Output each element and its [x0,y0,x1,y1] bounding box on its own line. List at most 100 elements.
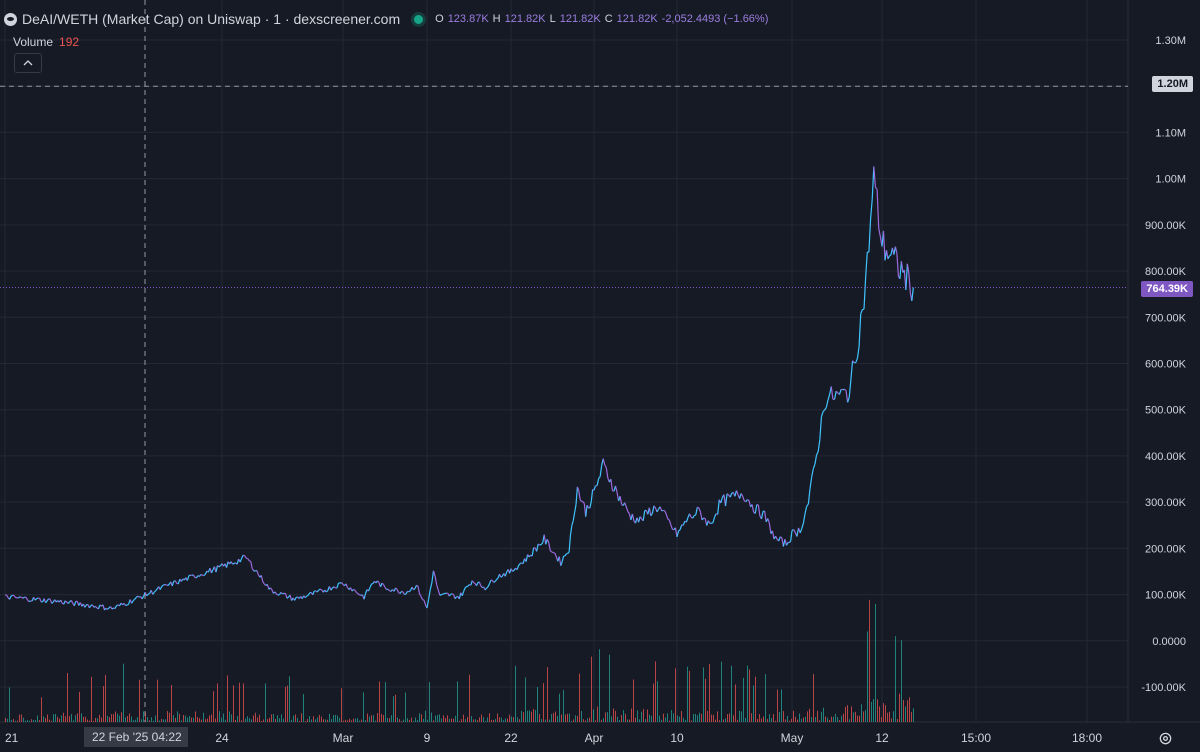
volume-bar [863,711,864,722]
volume-bar [295,714,296,722]
price-segment [564,553,567,557]
volume-bar [189,715,190,722]
price-segment [247,558,250,562]
price-segment [862,308,865,311]
volume-bar [291,719,292,722]
price-segment [842,388,845,391]
price-segment [712,516,716,523]
price-segment [377,580,380,583]
volume-bar [341,688,342,722]
volume-bar [889,711,890,722]
volume-bar [143,711,144,722]
price-segment [627,511,630,514]
volume-bar [913,708,914,722]
volume-bar [647,709,648,722]
price-segment [384,586,387,590]
volume-bar [699,712,700,722]
volume-bar [297,718,298,722]
price-segment [651,505,655,514]
price-segment [724,493,728,507]
gear-icon[interactable] [1158,731,1173,746]
price-segment [405,590,409,595]
volume-bar [793,710,794,722]
y-tick-label: 1.00M [1155,174,1186,186]
volume-bar [11,719,12,722]
volume-bar [223,713,224,722]
volume-bar [385,682,386,722]
volume-bar [587,718,588,722]
price-segment [423,599,427,606]
volume-bar [639,719,640,722]
price-segment [518,563,521,566]
volume-bar [139,679,140,722]
price-segment [210,569,214,574]
price-segment [312,590,315,596]
price-segment [70,600,74,604]
volume-bar [371,715,372,722]
volume-bar [887,712,888,722]
volume-bar [555,711,556,722]
price-segment [896,253,900,277]
price-segment [135,595,139,599]
y-tick-label: 400.00K [1145,451,1187,463]
volume-bar [39,720,40,722]
volume-bar [897,719,898,722]
price-segment [458,592,462,599]
volume-bar [603,717,604,722]
price-segment [478,581,482,587]
volume-bar [453,718,454,722]
volume-bar [117,713,118,722]
y-tick-label: 700.00K [1145,312,1187,324]
volume-bar [67,672,68,722]
volume-bar [279,718,280,722]
volume-bar [259,714,260,722]
x-tick-label: May [781,731,804,745]
price-segment [167,583,170,587]
price-segment [486,586,489,589]
price-segment [451,593,454,595]
volume-bar [381,713,382,722]
price-segment [704,518,708,526]
volume-bar [871,701,872,722]
price-segment [539,543,542,546]
price-segment [320,588,323,591]
price-segment [357,593,360,596]
volume-bar [599,649,600,722]
price-segment [553,551,555,554]
price-segment [325,590,329,593]
volume-bar [485,720,486,722]
price-segment [648,507,652,516]
price-segment [113,607,116,610]
price-segment [775,535,778,540]
volume-bar [483,717,484,722]
price-segment [131,600,134,604]
collapse-legend-button[interactable] [14,53,42,73]
volume-bar [373,715,374,722]
price-segment [8,595,12,600]
volume-bar [893,711,894,722]
price-segment [188,574,191,577]
price-segment [116,604,119,607]
volume-bar [429,682,430,722]
price-segment [67,601,71,604]
price-segment [571,520,574,526]
price-segment [387,588,390,592]
price-segment [107,607,110,610]
volume-bar [7,718,8,722]
volume-bar [805,716,806,722]
volume-bar [109,717,110,722]
volume-bar [457,681,458,722]
volume-bar [591,656,592,722]
price-segment [650,512,653,517]
price-segment [159,586,163,590]
volume-bar [157,679,158,722]
volume-bar [301,713,302,722]
volume-bar [53,714,54,722]
x-tick-label: 9 [424,731,431,745]
volume-bar [69,716,70,722]
price-segment [274,591,277,595]
price-segment [165,584,169,587]
volume-bar [459,720,460,722]
